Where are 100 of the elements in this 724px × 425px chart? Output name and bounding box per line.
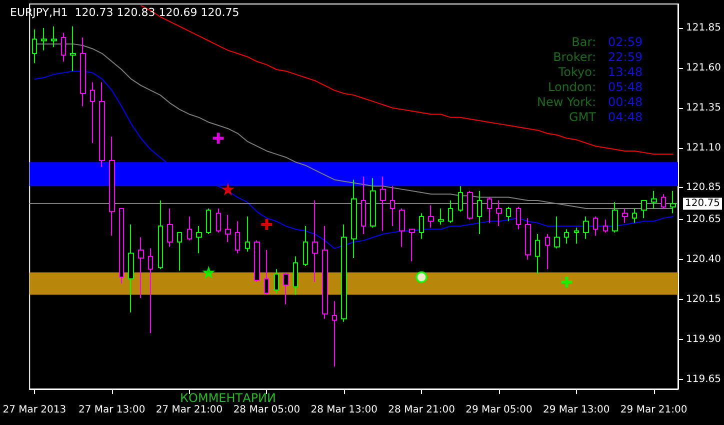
candlestick [574, 227, 579, 244]
candlestick [593, 216, 598, 236]
y-tick-label: 121.10 [686, 142, 722, 154]
x-tick-label: 29 Mar 21:00 [620, 404, 688, 416]
annotation: New York: [537, 95, 596, 109]
candlestick [603, 219, 608, 233]
x-tick-label: 27 Mar 21:00 [156, 404, 223, 416]
annotation: London: [548, 80, 596, 94]
y-tick-label: 121.60 [686, 62, 722, 74]
candlestick [535, 234, 540, 274]
candlestick [206, 208, 211, 235]
candlestick [90, 82, 95, 144]
candlestick [554, 216, 560, 249]
candlestick [670, 190, 676, 214]
y-tick-label: 121.85 [686, 22, 722, 34]
annotation: 22:59 [608, 50, 643, 64]
x-tick-label: 27 Mar 2013 [2, 404, 66, 416]
candlestick [109, 136, 115, 236]
candlestick [341, 224, 347, 322]
candlestick [496, 200, 502, 227]
candlestick [196, 226, 202, 254]
candlestick [128, 224, 134, 313]
point [416, 271, 428, 284]
annotation: Tokyo: [557, 65, 596, 79]
candlestick [51, 26, 57, 48]
point [222, 184, 234, 195]
x-tick-label: 28 Mar 21:00 [388, 404, 455, 416]
candlestick [312, 200, 318, 282]
candlestick [428, 204, 434, 228]
candlestick [409, 228, 415, 262]
y-tick-label: 120.15 [686, 294, 722, 306]
candlestick [167, 208, 173, 248]
candlestick [661, 194, 666, 209]
candlestick [361, 176, 366, 235]
annotation: 00:48 [608, 95, 643, 109]
candlestick [99, 82, 105, 168]
annotation: Broker: [553, 50, 596, 64]
candlestick [148, 248, 153, 334]
candlestick [225, 214, 231, 243]
candlestick [632, 208, 637, 224]
annotation: Bar: [572, 35, 596, 49]
candlestick [177, 232, 182, 272]
candlestick [70, 26, 76, 72]
candlestick [293, 256, 298, 296]
candlestick [390, 186, 395, 227]
candlestick [458, 186, 463, 212]
candlestick [61, 32, 66, 62]
y-tick-label: 119.90 [686, 334, 722, 345]
point [212, 132, 224, 144]
candlestick [370, 178, 376, 228]
candlestick [283, 272, 289, 305]
candlestick [448, 200, 453, 224]
candlestick [487, 196, 492, 224]
candlestick [80, 37, 86, 107]
annotation: 05:48 [608, 80, 643, 94]
annotation: 04:48 [608, 110, 643, 124]
annotation: 02:59 [608, 35, 643, 49]
x-tick-label: 27 Mar 13:00 [78, 404, 146, 416]
y-tick-label: 120.85 [686, 182, 722, 194]
candlestick [351, 179, 357, 259]
candlestick [216, 208, 221, 233]
candlestick [322, 226, 328, 320]
point [203, 266, 214, 278]
y-tick-label: 120.40 [686, 254, 722, 266]
candlestick [438, 208, 444, 225]
candlestick [187, 216, 192, 241]
candlestick [564, 228, 569, 244]
candlestick [399, 208, 405, 248]
ref-line-label: 120.75 [685, 198, 720, 210]
candlestick [303, 226, 308, 266]
candlestick [245, 216, 250, 252]
candlestick [651, 190, 657, 209]
y-tick-label: 120.65 [686, 214, 722, 226]
candlestick [274, 268, 279, 294]
x-tick-label: 29 Mar 05:00 [466, 404, 532, 416]
candlestick [380, 176, 386, 232]
candlestick [525, 218, 531, 260]
x-tick-label: 28 Mar 05:00 [233, 404, 300, 416]
candlestick [641, 200, 647, 219]
x-tick-label: 28 Mar 13:00 [310, 404, 378, 416]
candlestick [32, 29, 37, 64]
candlestick [477, 190, 482, 235]
candlestick [622, 208, 628, 224]
candlestick [264, 250, 269, 296]
candlestick [545, 234, 550, 270]
candlestick [612, 202, 618, 233]
candlestick [41, 27, 47, 51]
annotation: 13:48 [608, 65, 643, 79]
candlestick [516, 206, 521, 230]
candlestick [119, 208, 124, 284]
y-tick-label: 119.65 [686, 374, 722, 385]
candlestick [419, 212, 424, 240]
candlestick [506, 206, 511, 222]
point [261, 218, 272, 230]
candlestick [138, 236, 144, 298]
candlestick [467, 190, 473, 220]
x-tick-label: 29 Mar 13:00 [543, 404, 610, 416]
point [561, 276, 572, 288]
text: КОММЕНТАРИИ [180, 391, 276, 405]
annotation: GMT [569, 110, 597, 124]
